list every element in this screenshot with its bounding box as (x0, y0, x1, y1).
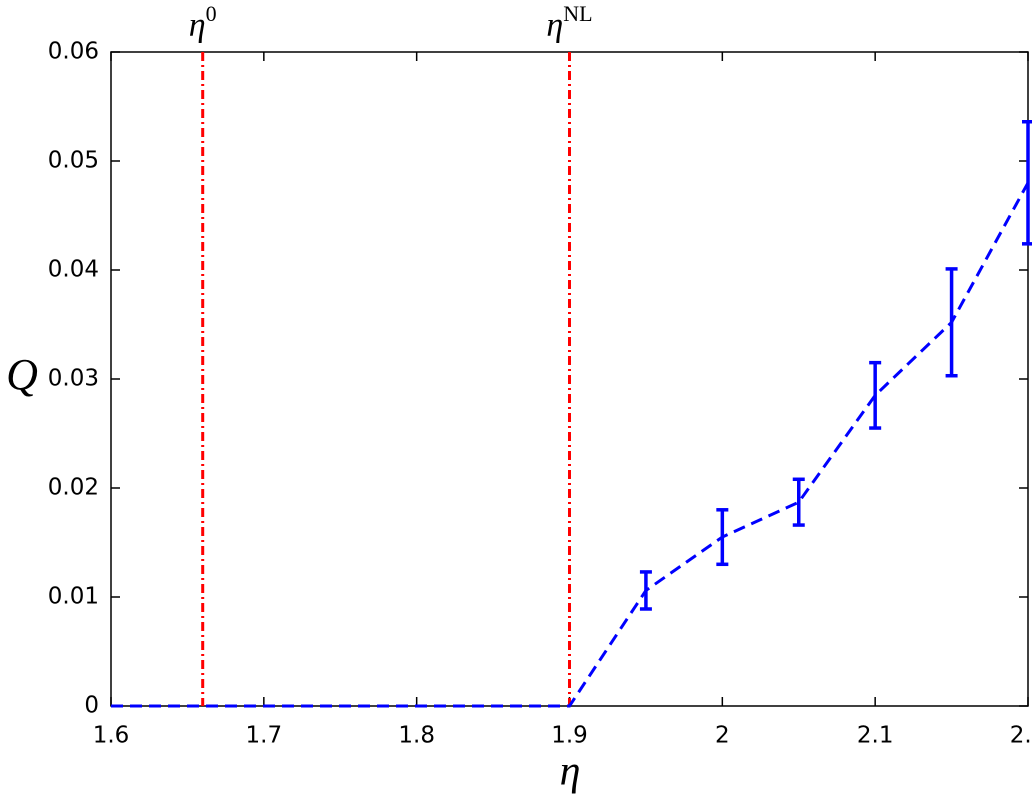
y-tick-label: 0.02 (48, 475, 99, 501)
error-bar (945, 267, 958, 378)
error-bar (1022, 120, 1032, 246)
y-tick-label: 0.03 (48, 366, 99, 392)
reference-label: ηNL (546, 1, 592, 44)
reference-symbol: η (546, 7, 563, 44)
y-tick-label: 0 (84, 693, 99, 719)
data-line (111, 182, 1030, 708)
y-tick-label: 0.05 (48, 148, 99, 174)
x-tick-label: 2.1 (857, 723, 894, 749)
reference-superscript: NL (563, 1, 592, 26)
error-bar (716, 508, 729, 567)
y-tick-label: 0.04 (48, 257, 99, 283)
x-tick-label: 1.6 (93, 723, 130, 749)
x-axis-label: η (560, 749, 581, 795)
y-tick-label: 0.01 (48, 584, 99, 610)
reference-label: η0 (189, 1, 217, 44)
x-tick-label: 1.7 (246, 723, 283, 749)
error-bar (792, 477, 805, 527)
y-tick-label: 0.06 (48, 39, 99, 65)
reference-superscript: 0 (206, 1, 217, 26)
x-tick-label: 1.8 (398, 723, 435, 749)
x-tick-label: 2.2 (1010, 723, 1032, 749)
error-bar (639, 570, 652, 611)
reference-symbol: η (189, 7, 206, 44)
error-bar (869, 360, 882, 430)
x-tick-label: 2 (715, 723, 730, 749)
x-tick-label: 1.9 (551, 723, 588, 749)
y-axis-label: Q (6, 350, 38, 399)
